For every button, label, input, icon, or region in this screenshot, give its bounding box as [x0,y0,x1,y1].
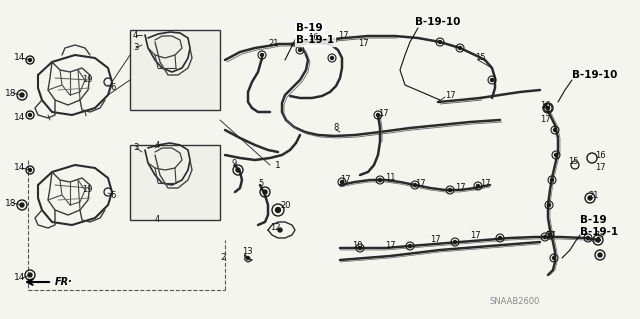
Circle shape [340,181,344,183]
Circle shape [260,54,264,56]
Circle shape [20,203,24,207]
Text: 13: 13 [242,248,253,256]
Circle shape [330,56,333,60]
Circle shape [449,189,451,191]
Text: 19: 19 [82,186,93,195]
Text: 6: 6 [110,190,115,199]
Text: 17: 17 [430,235,440,244]
Text: 18: 18 [5,198,17,207]
Circle shape [588,196,592,200]
Text: B-19-1: B-19-1 [296,35,334,45]
Text: B-19-1: B-19-1 [580,227,618,237]
Circle shape [552,256,556,259]
Circle shape [298,48,301,51]
Text: 17: 17 [415,179,426,188]
Circle shape [246,256,250,259]
Circle shape [29,114,31,116]
Circle shape [554,129,557,131]
Circle shape [358,247,362,249]
Text: 19: 19 [82,76,93,85]
Circle shape [458,47,461,49]
Text: 8: 8 [333,123,339,132]
Circle shape [29,168,31,172]
Circle shape [413,183,417,187]
Circle shape [20,93,24,97]
Text: B-19: B-19 [580,215,607,225]
Circle shape [586,236,589,240]
Text: 10: 10 [352,241,362,249]
Circle shape [598,253,602,257]
Text: 15: 15 [475,54,486,63]
Circle shape [547,204,550,206]
Text: 18: 18 [5,88,17,98]
Text: 17: 17 [540,115,550,124]
Text: 11: 11 [385,174,396,182]
Text: 4: 4 [155,216,160,225]
Circle shape [499,236,502,240]
Text: 17: 17 [445,91,456,100]
Text: 1: 1 [275,160,281,169]
Text: 17: 17 [545,231,556,240]
Text: 17: 17 [470,232,481,241]
Text: 17: 17 [595,164,605,173]
Text: 17: 17 [378,108,388,117]
Circle shape [378,179,381,182]
Text: 17: 17 [358,40,369,48]
Circle shape [29,58,31,62]
Text: 12: 12 [270,224,280,233]
Circle shape [548,234,552,236]
Circle shape [28,273,32,277]
Text: 16: 16 [308,33,319,42]
Text: 20: 20 [280,201,291,210]
Text: 14: 14 [14,54,26,63]
Text: 17: 17 [385,241,396,249]
Text: 17: 17 [340,175,351,184]
Text: SNAAB2600: SNAAB2600 [490,298,540,307]
Circle shape [454,241,456,243]
Text: 14: 14 [14,273,26,283]
Circle shape [477,184,479,188]
Circle shape [550,179,554,182]
Text: 21: 21 [268,40,278,48]
Bar [130,30,220,110]
Text: 17: 17 [595,231,605,240]
Circle shape [278,228,282,232]
Text: 3: 3 [133,144,138,152]
Circle shape [275,207,280,212]
Text: 17: 17 [455,183,466,192]
Circle shape [596,238,600,242]
Text: 9: 9 [232,159,237,167]
Bar [130,145,220,220]
Text: 16: 16 [595,151,605,160]
Text: 4: 4 [155,140,160,150]
Text: B-19: B-19 [296,23,323,33]
Text: 3: 3 [133,43,138,53]
Text: B-19-10: B-19-10 [572,70,618,80]
Text: 2: 2 [220,254,226,263]
Text: 6: 6 [110,83,115,92]
Circle shape [236,168,240,172]
Text: 17: 17 [480,179,491,188]
Text: 15: 15 [568,158,579,167]
Text: 14: 14 [14,114,26,122]
Circle shape [376,114,380,116]
Circle shape [263,190,267,194]
Circle shape [438,41,442,43]
Text: 5: 5 [258,179,263,188]
Circle shape [554,153,557,157]
Text: 21: 21 [588,190,598,199]
Text: 14: 14 [14,164,26,173]
Circle shape [490,78,493,81]
Circle shape [543,235,547,239]
Circle shape [547,107,550,109]
Text: 4: 4 [133,31,138,40]
Text: B-19-10: B-19-10 [415,17,460,27]
Text: 17: 17 [338,32,349,41]
Text: 16: 16 [540,100,550,109]
Circle shape [408,244,412,248]
Text: FR·: FR· [55,277,73,287]
